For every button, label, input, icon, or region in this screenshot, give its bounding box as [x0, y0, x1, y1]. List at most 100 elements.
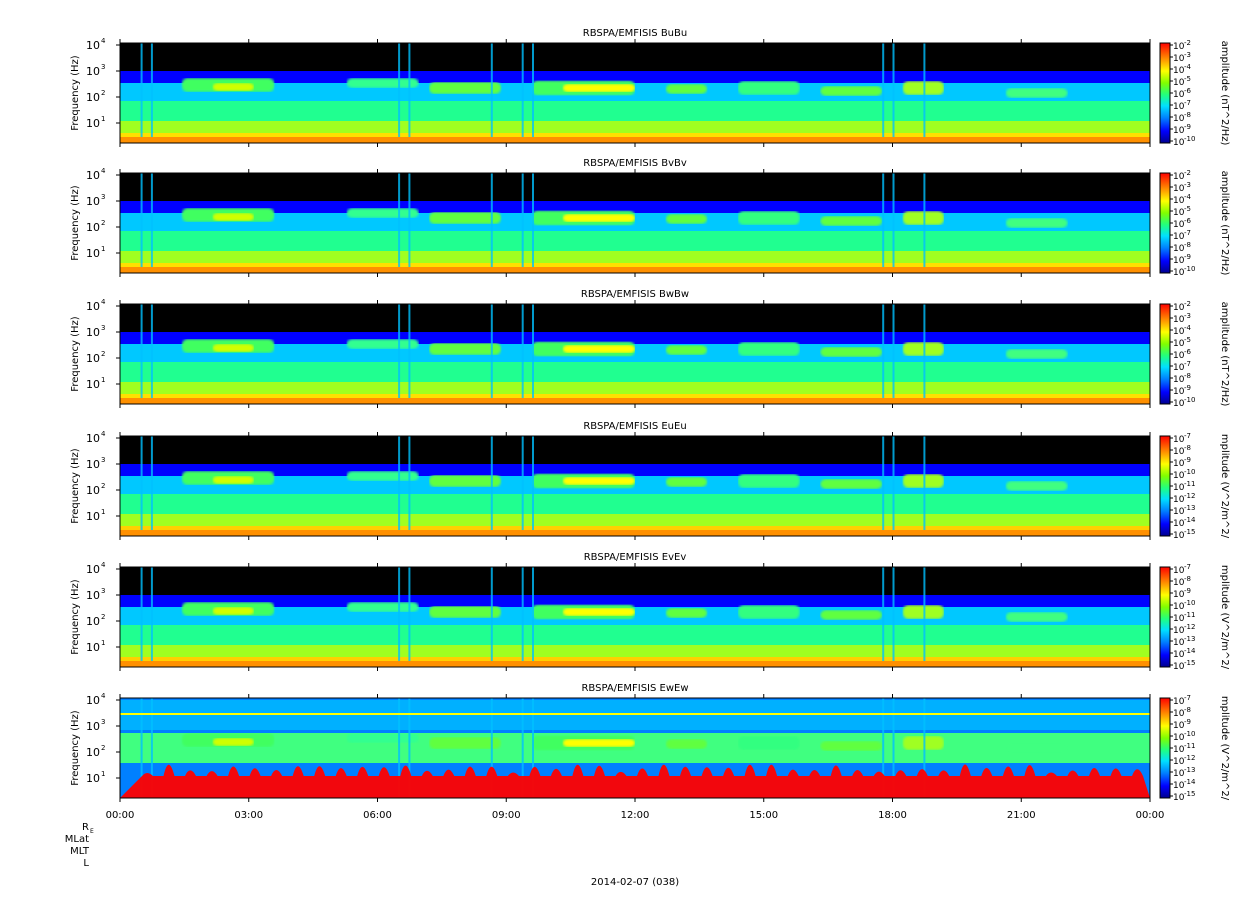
ephemeris-subscript: E: [90, 828, 94, 835]
x-tick-label: 00:00: [1136, 810, 1165, 821]
colorbar-tick-exponent: -8: [1184, 111, 1191, 119]
y-tick-exponent: 3: [101, 718, 105, 726]
colorbar-tick-exponent: -5: [1184, 336, 1191, 344]
colorbar-tick-label: 10: [1173, 697, 1185, 707]
colorbar-tick-label: 10: [1173, 114, 1185, 124]
colorbar-tick-exponent: -14: [1184, 647, 1196, 655]
colorbar-tick-exponent: -2: [1184, 300, 1191, 308]
y-tick-label: 10: [86, 378, 100, 391]
colorbar-tick-label: 10: [1173, 172, 1185, 182]
colorbar: [1159, 697, 1171, 799]
colorbar-tick-label: 10: [1173, 256, 1185, 266]
colorbar-tick-label: 10: [1173, 339, 1185, 349]
colorbar-tick-label: 10: [1173, 126, 1185, 136]
colorbar-tick-label: 10: [1173, 519, 1185, 529]
colorbar-tick-label: 10: [1173, 375, 1185, 385]
colorbar-tick-label: 10: [1173, 387, 1185, 397]
colorbar-tick-label: 10: [1173, 196, 1185, 206]
y-tick-label: 10: [86, 746, 100, 759]
x-tick-label: 09:00: [492, 810, 521, 821]
colorbar-tick-exponent: -4: [1184, 63, 1192, 71]
y-tick-label: 10: [86, 484, 100, 497]
colorbar-tick-exponent: -10: [1184, 265, 1195, 273]
colorbar-tick-label: 10: [1173, 495, 1185, 505]
y-tick-exponent: 3: [101, 63, 105, 71]
colorbar-tick-exponent: -15: [1184, 790, 1195, 798]
colorbar-tick-label: 10: [1173, 662, 1185, 672]
colorbar-label: amplitude (nT^2/Hz): [1219, 302, 1230, 407]
y-tick-exponent: 2: [101, 744, 105, 752]
x-tick-label: 21:00: [1007, 810, 1036, 821]
colorbar-tick-exponent: -12: [1184, 492, 1195, 500]
y-tick-label: 10: [86, 117, 100, 130]
y-tick-exponent: 1: [101, 639, 105, 647]
colorbar-tick-exponent: -10: [1184, 135, 1195, 143]
colorbar-tick-exponent: -10: [1184, 468, 1195, 476]
colorbar: [1159, 42, 1171, 144]
colorbar-tick-exponent: -12: [1184, 754, 1195, 762]
colorbar-tick-exponent: -2: [1184, 169, 1191, 177]
y-tick-exponent: 2: [101, 350, 105, 358]
colorbar-tick-label: 10: [1173, 626, 1185, 636]
y-tick-exponent: 3: [101, 324, 105, 332]
y-tick-label: 10: [86, 300, 100, 313]
panel-title: RBSPA/EMFISIS EvEv: [584, 552, 687, 563]
colorbar-tick-exponent: -15: [1184, 528, 1195, 536]
colorbar-tick-label: 10: [1173, 351, 1185, 361]
colorbar-tick-label: 10: [1173, 614, 1185, 624]
y-tick-exponent: 4: [101, 167, 106, 175]
y-tick-exponent: 1: [101, 770, 105, 778]
colorbar-label: mplitude (V^2/m^2/: [1219, 565, 1230, 670]
colorbar-tick-label: 10: [1173, 102, 1185, 112]
y-axis-label: Frequency (Hz): [70, 710, 81, 786]
colorbar-tick-exponent: -13: [1184, 766, 1195, 774]
y-tick-label: 10: [86, 39, 100, 52]
colorbar-tick-label: 10: [1173, 232, 1185, 242]
x-tick-label: 00:00: [106, 810, 135, 821]
colorbar-tick-exponent: -9: [1184, 384, 1191, 392]
spectrogram-area: [120, 304, 1150, 404]
y-tick-exponent: 1: [101, 115, 105, 123]
y-tick-exponent: 2: [101, 219, 105, 227]
colorbar-tick-exponent: -7: [1184, 563, 1191, 571]
spectrogram-area: [120, 173, 1150, 273]
colorbar-tick-label: 10: [1173, 459, 1185, 469]
colorbar: [1159, 435, 1171, 537]
colorbar-tick-exponent: -14: [1184, 778, 1196, 786]
colorbar-tick-exponent: -13: [1184, 504, 1195, 512]
y-tick-exponent: 2: [101, 89, 105, 97]
y-axis-label: Frequency (Hz): [70, 55, 81, 131]
colorbar-tick-label: 10: [1173, 138, 1185, 148]
spectrogram-area: [120, 567, 1150, 667]
colorbar-tick-exponent: -9: [1184, 253, 1191, 261]
y-tick-label: 10: [86, 720, 100, 733]
date-label: 2014-02-07 (038): [591, 877, 679, 888]
colorbar-tick-label: 10: [1173, 268, 1185, 278]
y-tick-exponent: 4: [101, 430, 106, 438]
colorbar-tick-exponent: -8: [1184, 575, 1191, 583]
time-axis: 00:00 03:00 06:00 09:00 12:00 15:00 18:00 21:00…: [106, 810, 1165, 821]
spectrogram-area: [120, 43, 1150, 143]
colorbar-tick-label: 10: [1173, 315, 1185, 325]
x-tick-label: 06:00: [363, 810, 392, 821]
colorbar-tick-exponent: -3: [1184, 51, 1191, 59]
colorbar-tick-label: 10: [1173, 244, 1185, 254]
colorbar-tick-exponent: -6: [1184, 217, 1192, 225]
spectrogram-area: [120, 698, 1150, 798]
colorbar-tick-exponent: -7: [1184, 229, 1191, 237]
y-tick-label: 10: [86, 326, 100, 339]
y-tick-exponent: 1: [101, 245, 105, 253]
colorbar-tick-label: 10: [1173, 650, 1185, 660]
colorbar-tick-label: 10: [1173, 590, 1185, 600]
colorbar-tick-exponent: -11: [1184, 742, 1195, 750]
spectrogram-area: [120, 436, 1150, 536]
colorbar-label: mplitude (V^2/m^2/: [1219, 434, 1230, 539]
colorbar-tick-label: 10: [1173, 471, 1185, 481]
y-tick-exponent: 3: [101, 456, 105, 464]
colorbar-tick-exponent: -4: [1184, 193, 1192, 201]
